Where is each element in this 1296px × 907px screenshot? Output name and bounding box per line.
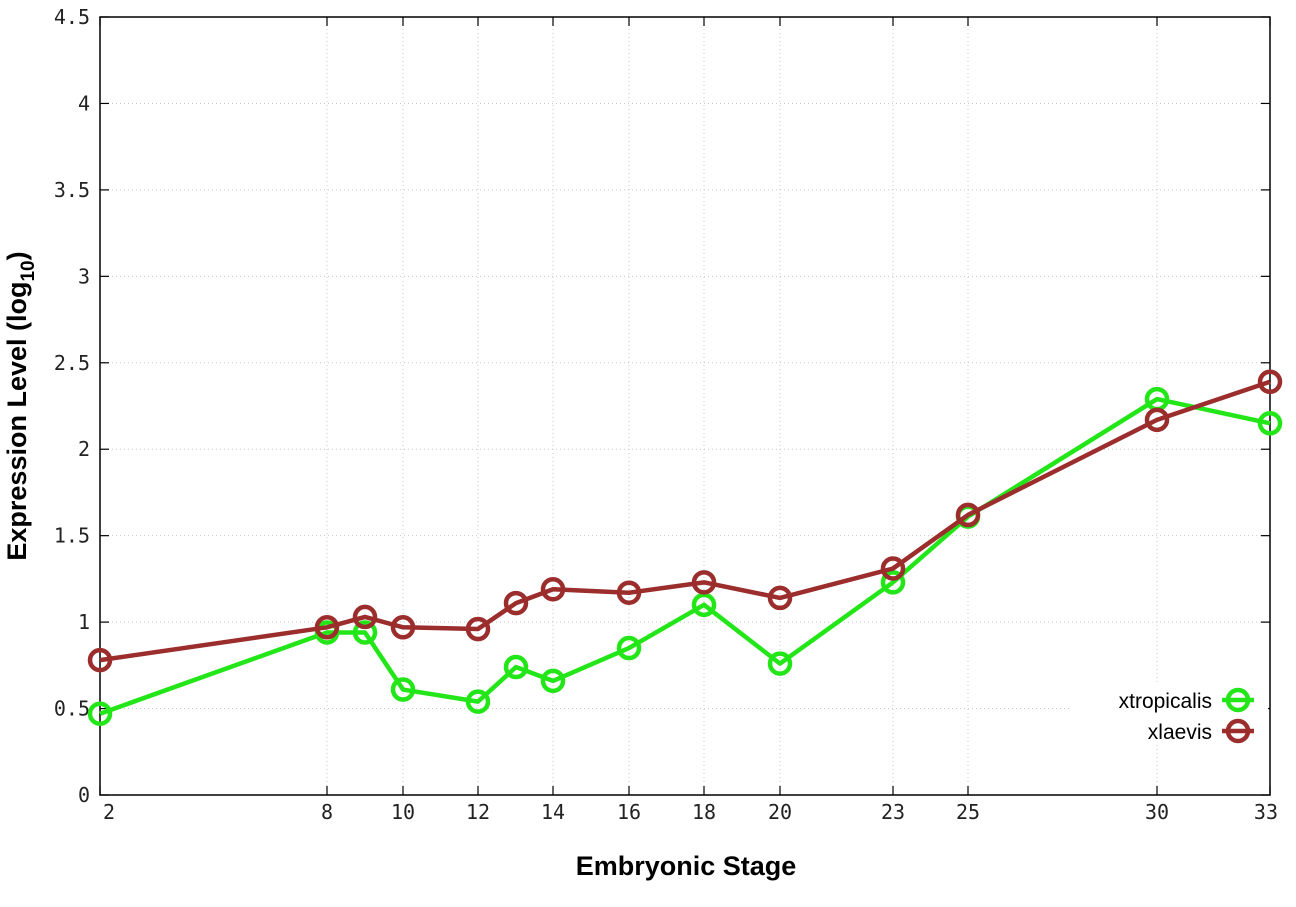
xtropicalis-data-point bbox=[1257, 411, 1283, 436]
xtropicalis-data-point bbox=[540, 668, 566, 694]
y-tick-label: 1.5 bbox=[54, 524, 90, 548]
legend-marker-xtropicalis bbox=[1225, 687, 1251, 713]
y-tick-label: 2.5 bbox=[54, 351, 90, 375]
legend-marker-xlaevis bbox=[1225, 718, 1251, 744]
x-tick-label: 8 bbox=[321, 800, 333, 824]
xtropicalis-data-point bbox=[880, 570, 906, 595]
x-tick-label: 25 bbox=[956, 800, 980, 824]
xtropicalis-data-point bbox=[390, 677, 416, 702]
x-axis-title: Embryonic Stage bbox=[576, 851, 797, 881]
xlaevis-data-point bbox=[767, 585, 793, 611]
xlaevis-data-point bbox=[503, 590, 529, 616]
x-tick-label: 2 bbox=[103, 800, 115, 824]
xtropicalis-data-point bbox=[503, 654, 529, 680]
xlaevis-data-point bbox=[540, 577, 566, 602]
y-axis-title: Expression Level (log10) bbox=[2, 251, 39, 560]
y-axis-title-close: ) bbox=[2, 251, 32, 260]
xlaevis-data-point bbox=[691, 570, 717, 595]
x-tick-label: 16 bbox=[617, 800, 641, 824]
y-tick-label: 4 bbox=[78, 91, 90, 115]
y-tick-label: 4.5 bbox=[54, 5, 90, 29]
xlaevis-data-point bbox=[390, 615, 416, 640]
series-layer bbox=[87, 369, 1283, 726]
xlaevis-data-point bbox=[314, 615, 340, 640]
x-tick-label: 20 bbox=[768, 800, 792, 824]
xtropicalis-data-point bbox=[691, 592, 717, 618]
xlaevis-data-point bbox=[1257, 369, 1283, 395]
legend-label-xlaevis: xlaevis bbox=[1148, 721, 1212, 744]
x-tick-label: 10 bbox=[391, 800, 415, 824]
y-tick-label: 1 bbox=[78, 610, 90, 634]
xlaevis-data-point bbox=[880, 556, 906, 581]
xtropicalis-data-point bbox=[352, 620, 378, 645]
xlaevis-data-point bbox=[465, 616, 491, 642]
legend-background bbox=[1072, 683, 1268, 745]
x-tick-label: 30 bbox=[1145, 800, 1169, 824]
y-axis-title-main: Expression Level (log bbox=[2, 282, 32, 561]
x-tick-label: 23 bbox=[881, 800, 905, 824]
xlaevis-data-point bbox=[616, 580, 642, 605]
y-tick-label: 0 bbox=[78, 783, 90, 807]
xtropicalis-series-line bbox=[99, 396, 1271, 716]
plot-area-border bbox=[99, 16, 1271, 796]
x-tick-label: 14 bbox=[541, 800, 565, 824]
xlaevis-data-point bbox=[1144, 407, 1170, 433]
xlaevis-series-line bbox=[99, 379, 1271, 663]
y-tick-label: 2 bbox=[78, 437, 90, 461]
grid bbox=[100, 17, 1270, 795]
xlaevis-data-point bbox=[955, 502, 981, 528]
legend: xtropicalis xlaevis bbox=[1072, 683, 1268, 745]
x-tick-label: 12 bbox=[466, 800, 490, 824]
xtropicalis-data-point bbox=[87, 701, 113, 726]
x-tick-label: 18 bbox=[692, 800, 716, 824]
legend-label-xtropicalis: xtropicalis bbox=[1119, 690, 1212, 713]
y-tick-label: 0.5 bbox=[54, 697, 90, 721]
axis-ticks: 0 0.5 1 1.5 2 2.5 3 3.5 4 4.5 2 8 10 12 14 16 18 20 23 25 30… bbox=[54, 5, 1278, 824]
xtropicalis-data-point bbox=[616, 635, 642, 661]
xtropicalis-data-point bbox=[465, 689, 491, 714]
y-axis-title-subscript: 10 bbox=[18, 260, 39, 281]
y-tick-label: 3.5 bbox=[54, 178, 90, 202]
x-tick-label: 33 bbox=[1254, 800, 1278, 824]
xlaevis-data-point bbox=[87, 647, 113, 673]
xtropicalis-data-point bbox=[767, 651, 793, 676]
xlaevis-data-point bbox=[352, 604, 378, 630]
y-tick-label: 3 bbox=[78, 264, 90, 288]
